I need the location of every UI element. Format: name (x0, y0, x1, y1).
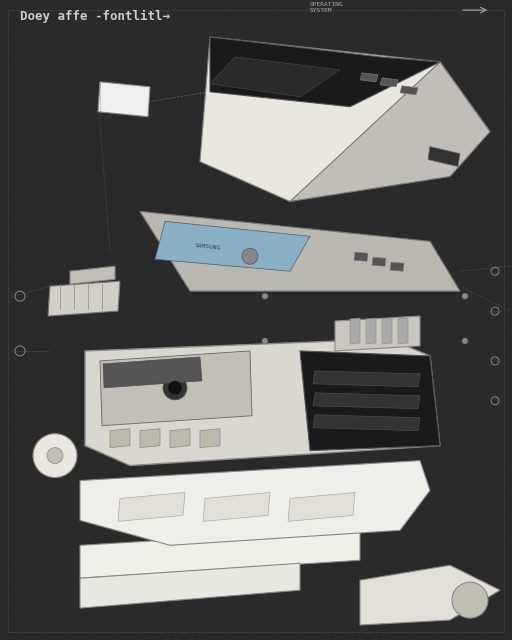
Polygon shape (428, 147, 460, 166)
Text: Doey affe -fontlitl→: Doey affe -fontlitl→ (20, 10, 170, 23)
Polygon shape (80, 529, 360, 578)
Circle shape (262, 293, 268, 299)
Polygon shape (200, 37, 490, 202)
Circle shape (33, 434, 77, 477)
Polygon shape (366, 318, 376, 344)
Polygon shape (200, 429, 220, 447)
Polygon shape (140, 429, 160, 447)
Polygon shape (400, 86, 418, 95)
Polygon shape (313, 415, 420, 431)
Text: OPERATING
SYSTEM: OPERATING SYSTEM (310, 3, 344, 13)
Polygon shape (80, 461, 430, 545)
Polygon shape (360, 73, 378, 82)
Circle shape (452, 582, 488, 618)
Polygon shape (210, 37, 440, 107)
Polygon shape (398, 318, 408, 344)
Polygon shape (103, 357, 202, 388)
Polygon shape (70, 266, 115, 284)
Polygon shape (390, 262, 404, 271)
Circle shape (168, 381, 182, 395)
Polygon shape (98, 82, 150, 116)
Polygon shape (313, 371, 420, 387)
Polygon shape (360, 565, 500, 625)
Polygon shape (354, 252, 368, 261)
Polygon shape (210, 57, 340, 97)
Polygon shape (382, 318, 392, 344)
Circle shape (462, 293, 468, 299)
Polygon shape (350, 318, 360, 344)
Circle shape (47, 447, 63, 463)
Polygon shape (118, 493, 185, 522)
Polygon shape (288, 493, 355, 522)
Circle shape (242, 248, 258, 264)
Polygon shape (335, 316, 420, 351)
Polygon shape (380, 78, 398, 87)
Polygon shape (290, 62, 490, 202)
Polygon shape (80, 563, 300, 608)
Polygon shape (300, 351, 440, 451)
Circle shape (262, 338, 268, 344)
Circle shape (163, 376, 187, 400)
Polygon shape (155, 221, 310, 271)
Polygon shape (313, 393, 420, 409)
Polygon shape (170, 429, 190, 447)
Polygon shape (100, 351, 252, 426)
Polygon shape (140, 211, 460, 291)
Polygon shape (372, 257, 386, 266)
Polygon shape (48, 281, 120, 316)
Text: SAMSUNG: SAMSUNG (195, 243, 222, 250)
Polygon shape (110, 429, 130, 447)
Circle shape (462, 338, 468, 344)
Polygon shape (85, 339, 440, 465)
Polygon shape (203, 493, 270, 522)
